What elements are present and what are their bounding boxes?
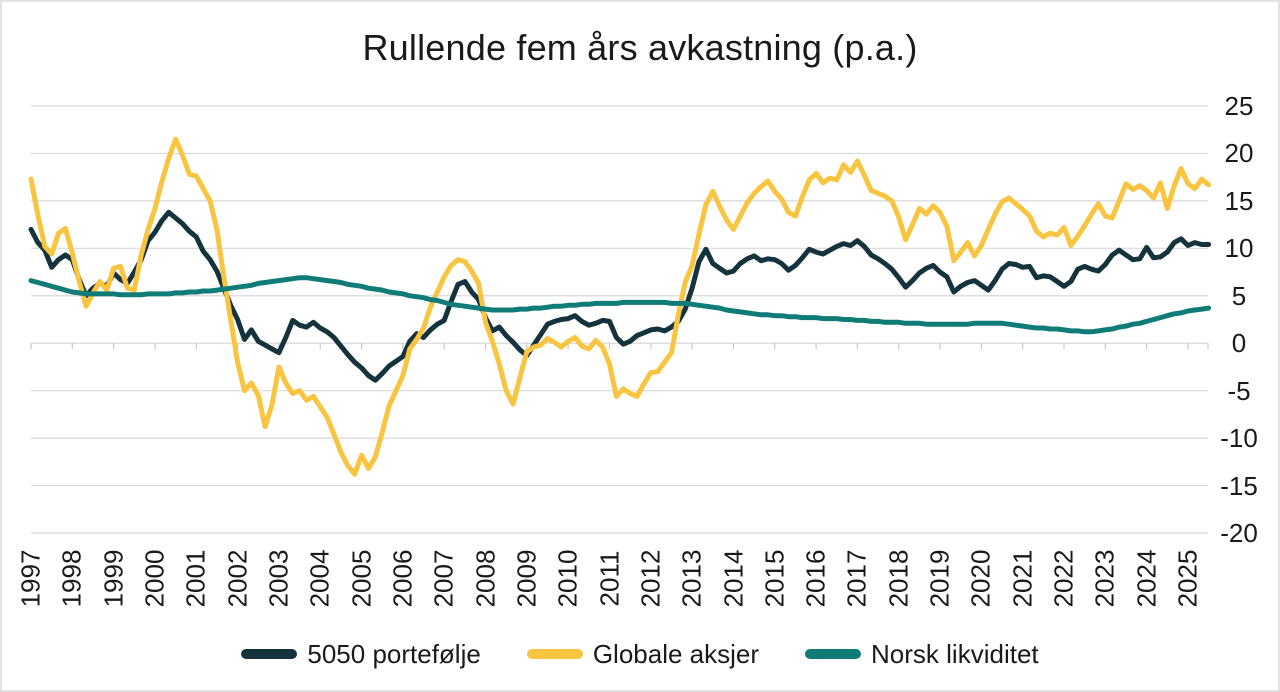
chart-title: Rullende fem års avkastning (p.a.) <box>362 27 918 68</box>
x-tick-label: 2022 <box>1048 549 1079 607</box>
x-tick-label: 2006 <box>387 549 418 607</box>
legend-item-5050-portefolje: 5050 portefølje <box>241 638 481 670</box>
x-tick-label: 2020 <box>965 549 996 607</box>
x-tick-label: 2021 <box>1007 549 1038 607</box>
y-tick-label: 25 <box>1224 91 1254 121</box>
legend-label: Norsk likviditet <box>871 639 1039 669</box>
x-tick-label: 2002 <box>222 549 253 607</box>
x-tick-label: 2012 <box>635 549 666 607</box>
legend-label: 5050 portefølje <box>307 639 481 669</box>
x-tick-label: 1999 <box>98 549 129 607</box>
x-tick-label: 2003 <box>263 549 294 607</box>
x-tick-label: 1998 <box>56 549 87 607</box>
x-tick-label: 2023 <box>1089 549 1120 607</box>
y-tick-label: 5 <box>1231 280 1247 311</box>
x-tick-label: 1997 <box>15 549 46 607</box>
legend-swatch-globale-aksjer <box>526 649 583 659</box>
x-tick-label: 2010 <box>552 549 583 607</box>
x-tick-label: 2018 <box>883 549 914 607</box>
legend-swatch-5050-portefolje <box>241 649 298 659</box>
legend-item-globale-aksjer: Globale aksjer <box>526 638 760 670</box>
x-tick-label: 2014 <box>717 549 748 607</box>
legend: 5050 portefølje Globale aksjer Norsk lik… <box>2 638 1278 670</box>
y-tick-label: -10 <box>1220 423 1258 454</box>
y-tick-label: 20 <box>1224 138 1254 169</box>
series-line-1 <box>28 136 1212 477</box>
y-tick-label: -5 <box>1227 375 1251 406</box>
x-tick-label: 2016 <box>800 549 831 607</box>
legend-swatch-norsk-likviditet <box>805 649 862 659</box>
x-tick-label: 2015 <box>759 549 790 607</box>
x-tick-label: 2004 <box>304 549 335 607</box>
legend-item-norsk-likviditet: Norsk likviditet <box>805 638 1039 670</box>
x-tick-label: 2008 <box>470 549 501 607</box>
x-tick-label: 2001 <box>180 549 211 607</box>
x-tick-label: 2011 <box>593 550 624 606</box>
x-tick-label: 2009 <box>511 549 542 607</box>
x-tick-label: 2013 <box>676 549 707 607</box>
x-tick-label: 2000 <box>139 549 170 607</box>
x-tick-label: 2007 <box>428 549 459 607</box>
y-tick-label: -15 <box>1220 470 1258 501</box>
y-tick-label: 10 <box>1224 233 1254 264</box>
x-tick-label: 2024 <box>1131 549 1162 607</box>
y-tick-label: 15 <box>1224 185 1254 216</box>
x-tick-label: 2017 <box>841 549 872 607</box>
x-tick-label: 2019 <box>924 549 955 607</box>
series-line-2 <box>28 275 1212 335</box>
y-tick-label: -20 <box>1220 518 1258 548</box>
legend-label: Globale aksjer <box>592 639 760 669</box>
x-tick-label: 2025 <box>1172 549 1203 607</box>
x-tick-label: 2005 <box>346 549 377 607</box>
y-tick-label: 0 <box>1231 328 1247 359</box>
